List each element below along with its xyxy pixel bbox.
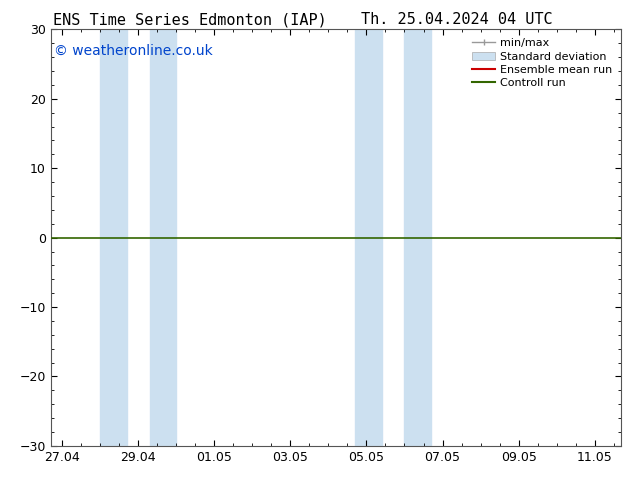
Bar	[150, 29, 176, 446]
Text: ENS Time Series Edmonton (IAP): ENS Time Series Edmonton (IAP)	[53, 12, 327, 27]
Bar	[100, 29, 127, 446]
Text: © weatheronline.co.uk: © weatheronline.co.uk	[53, 44, 212, 58]
Bar	[404, 29, 431, 446]
Legend: min/max, Standard deviation, Ensemble mean run, Controll run: min/max, Standard deviation, Ensemble me…	[469, 35, 616, 92]
Bar	[355, 29, 382, 446]
Text: Th. 25.04.2024 04 UTC: Th. 25.04.2024 04 UTC	[361, 12, 552, 27]
